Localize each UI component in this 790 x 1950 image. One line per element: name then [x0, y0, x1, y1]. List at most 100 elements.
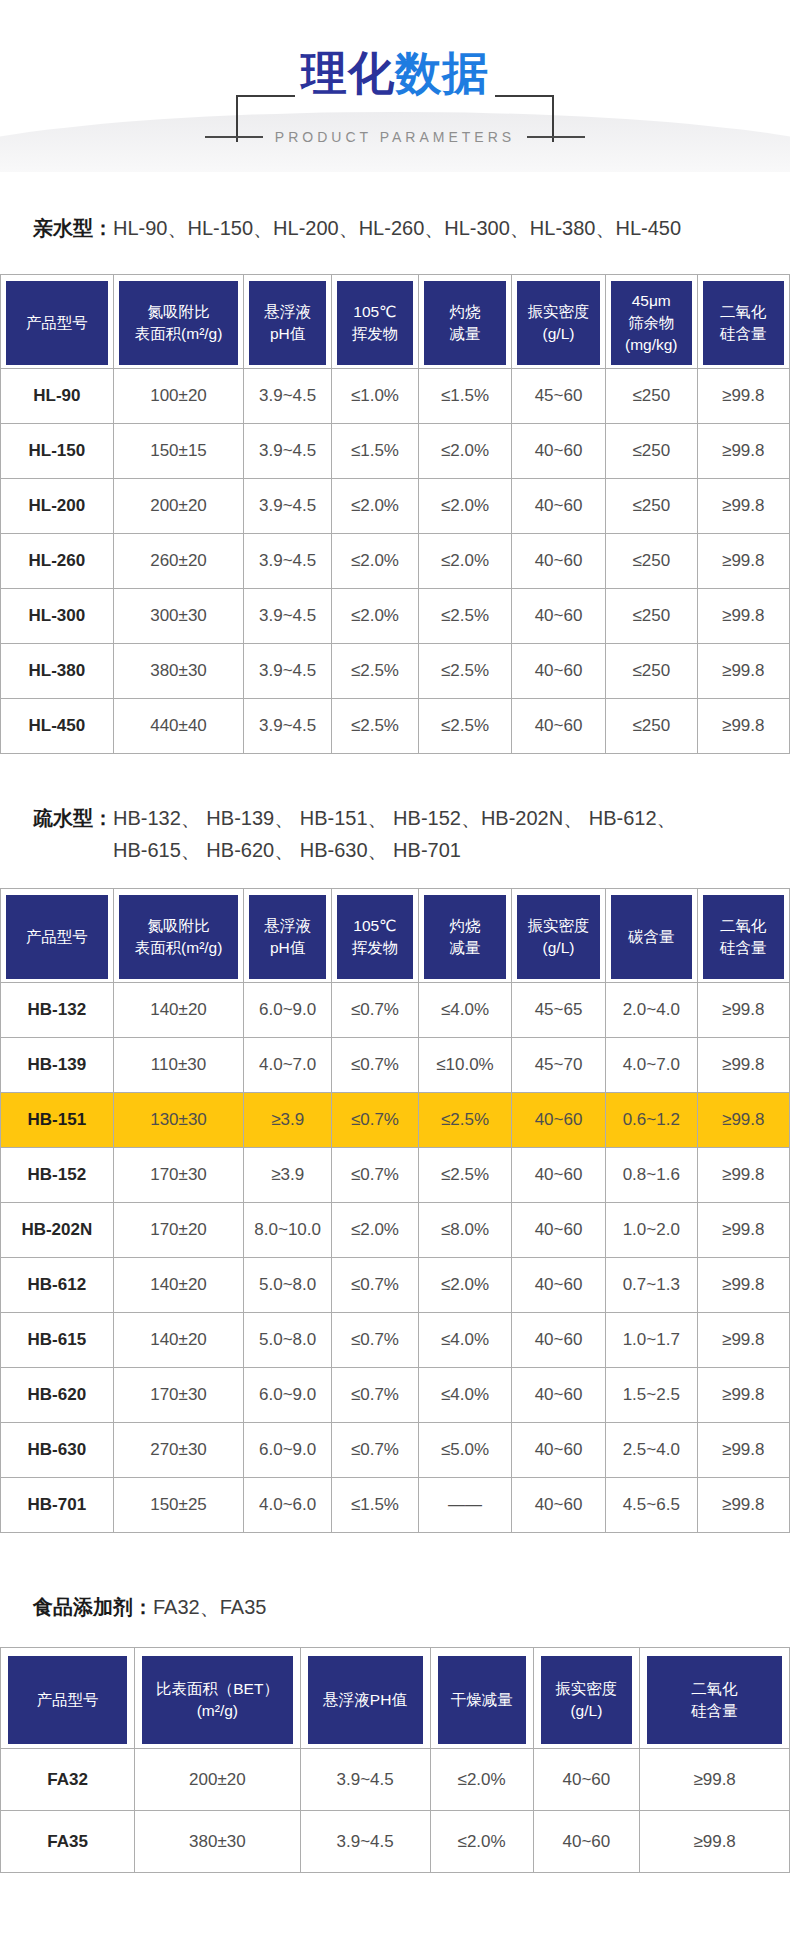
table-row: HB-630270±306.0~9.0≤0.7%≤5.0%40~602.5~4.…	[1, 1423, 790, 1478]
value-cell: ≤2.0%	[418, 479, 511, 534]
value-cell: ≤250	[605, 644, 697, 699]
column-header-tile: 振实密度 (g/L)	[541, 1656, 633, 1744]
value-cell: 170±20	[113, 1203, 244, 1258]
value-cell: ≥99.8	[697, 479, 789, 534]
column-header: 产品型号	[1, 889, 114, 983]
value-cell: 1.0~2.0	[605, 1203, 697, 1258]
hydrophilic-table: 产品型号氮吸附比 表面积(m²/g)悬浮液 pH值105℃ 挥发物灼烧 减量振实…	[0, 274, 790, 754]
value-cell: ≤0.7%	[332, 1038, 419, 1093]
value-cell: ≤0.7%	[332, 1148, 419, 1203]
value-cell: ≤0.7%	[332, 1423, 419, 1478]
product-model-cell: HL-150	[1, 424, 114, 479]
header-row: 产品型号氮吸附比 表面积(m²/g)悬浮液 pH值105℃ 挥发物灼烧 减量振实…	[1, 889, 790, 983]
value-cell: 170±30	[113, 1368, 244, 1423]
value-cell: ≤250	[605, 534, 697, 589]
value-cell: 270±30	[113, 1423, 244, 1478]
product-model-cell: HL-260	[1, 534, 114, 589]
column-header: 振实密度 (g/L)	[512, 889, 606, 983]
value-cell: ≤4.0%	[418, 1313, 511, 1368]
column-header-tile: 振实密度 (g/L)	[517, 281, 600, 365]
value-cell: ≤2.5%	[418, 1148, 511, 1203]
column-header-tile: 45μm 筛余物 (mg/kg)	[611, 281, 692, 365]
section-model-list: HB-132、 HB-139、 HB-151、 HB-152、HB-202N、 …	[113, 802, 677, 866]
product-model-cell: HB-620	[1, 1368, 114, 1423]
column-header-tile: 105℃ 挥发物	[337, 281, 413, 365]
value-cell: ≤0.7%	[332, 1368, 419, 1423]
value-cell: ≥99.8	[697, 1478, 789, 1533]
value-cell: 3.9~4.5	[244, 644, 332, 699]
table-row: FA35380±303.9~4.5≤2.0%40~60≥99.8	[1, 1811, 790, 1873]
product-model-cell: HB-152	[1, 1148, 114, 1203]
table-row: HL-150150±153.9~4.5≤1.5%≤2.0%40~60≤250≥9…	[1, 424, 790, 479]
section-label: 疏水型：	[33, 802, 113, 834]
value-cell: 45~65	[512, 983, 606, 1038]
column-header: 干燥减量	[430, 1648, 533, 1749]
value-cell: ≥99.8	[697, 1258, 789, 1313]
value-cell: 40~60	[512, 699, 606, 754]
table-row: FA32200±203.9~4.5≤2.0%40~60≥99.8	[1, 1749, 790, 1811]
column-header: 氮吸附比 表面积(m²/g)	[113, 889, 244, 983]
section-label: 食品添加剂：	[33, 1591, 153, 1623]
section-heading-food-additive: 食品添加剂： FA32、FA35	[0, 1591, 790, 1623]
column-header-tile: 氮吸附比 表面积(m²/g)	[119, 281, 239, 365]
subtitle-line-right	[527, 136, 585, 138]
value-cell: 100±20	[113, 369, 244, 424]
value-cell: 4.0~7.0	[605, 1038, 697, 1093]
table-row: HL-380380±303.9~4.5≤2.5%≤2.5%40~60≤250≥9…	[1, 644, 790, 699]
value-cell: 40~60	[512, 424, 606, 479]
value-cell: ≥99.8	[697, 589, 789, 644]
value-cell: ≤8.0%	[418, 1203, 511, 1258]
value-cell: 4.0~6.0	[244, 1478, 332, 1533]
value-cell: ≤0.7%	[332, 1313, 419, 1368]
column-header-tile: 105℃ 挥发物	[337, 895, 413, 979]
value-cell: ——	[418, 1478, 511, 1533]
value-cell: 3.9~4.5	[244, 424, 332, 479]
value-cell: 140±20	[113, 1313, 244, 1368]
value-cell: 40~60	[533, 1811, 640, 1873]
column-header: 105℃ 挥发物	[332, 275, 419, 369]
column-header: 悬浮液 pH值	[244, 889, 332, 983]
value-cell: ≤2.0%	[332, 1203, 419, 1258]
product-model-cell: HB-139	[1, 1038, 114, 1093]
column-header: 灼烧 减量	[418, 275, 511, 369]
value-cell: 6.0~9.0	[244, 983, 332, 1038]
value-cell: 6.0~9.0	[244, 1423, 332, 1478]
value-cell: 40~60	[533, 1749, 640, 1811]
value-cell: ≥99.8	[697, 424, 789, 479]
value-cell: 0.8~1.6	[605, 1148, 697, 1203]
column-header-tile: 比表面积（BET） (m²/g)	[142, 1656, 292, 1744]
value-cell: 3.9~4.5	[244, 699, 332, 754]
table-row: HB-701150±254.0~6.0≤1.5%——40~604.5~6.5≥9…	[1, 1478, 790, 1533]
column-header: 氮吸附比 表面积(m²/g)	[113, 275, 244, 369]
value-cell: 3.9~4.5	[300, 1749, 430, 1811]
table-row: HB-139110±304.0~7.0≤0.7%≤10.0%45~704.0~7…	[1, 1038, 790, 1093]
value-cell: ≤250	[605, 424, 697, 479]
value-cell: 40~60	[512, 479, 606, 534]
column-header: 产品型号	[1, 275, 114, 369]
value-cell: ≤2.0%	[332, 589, 419, 644]
value-cell: ≥99.8	[697, 1148, 789, 1203]
column-header-tile: 悬浮液PH值	[308, 1656, 423, 1744]
column-header-tile: 振实密度 (g/L)	[517, 895, 600, 979]
value-cell: 300±30	[113, 589, 244, 644]
product-model-cell: HL-90	[1, 369, 114, 424]
table-row: HL-450440±403.9~4.5≤2.5%≤2.5%40~60≤250≥9…	[1, 699, 790, 754]
value-cell: ≥99.8	[697, 1313, 789, 1368]
value-cell: 1.5~2.5	[605, 1368, 697, 1423]
value-cell: 40~60	[512, 1313, 606, 1368]
column-header: 105℃ 挥发物	[332, 889, 419, 983]
value-cell: 40~60	[512, 1093, 606, 1148]
value-cell: ≥99.8	[640, 1811, 790, 1873]
value-cell: ≤4.0%	[418, 983, 511, 1038]
value-cell: ≤1.5%	[332, 424, 419, 479]
table-row: HB-151130±30≥3.9≤0.7%≤2.5%40~600.6~1.2≥9…	[1, 1093, 790, 1148]
value-cell: ≤2.5%	[418, 589, 511, 644]
value-cell: ≤0.7%	[332, 1093, 419, 1148]
value-cell: ≥99.8	[697, 699, 789, 754]
value-cell: ≥3.9	[244, 1148, 332, 1203]
value-cell: 45~60	[512, 369, 606, 424]
table-row: HB-620170±306.0~9.0≤0.7%≤4.0%40~601.5~2.…	[1, 1368, 790, 1423]
value-cell: 380±30	[113, 644, 244, 699]
section-label: 亲水型：	[33, 212, 113, 244]
hydrophobic-table: 产品型号氮吸附比 表面积(m²/g)悬浮液 pH值105℃ 挥发物灼烧 减量振实…	[0, 888, 790, 1533]
